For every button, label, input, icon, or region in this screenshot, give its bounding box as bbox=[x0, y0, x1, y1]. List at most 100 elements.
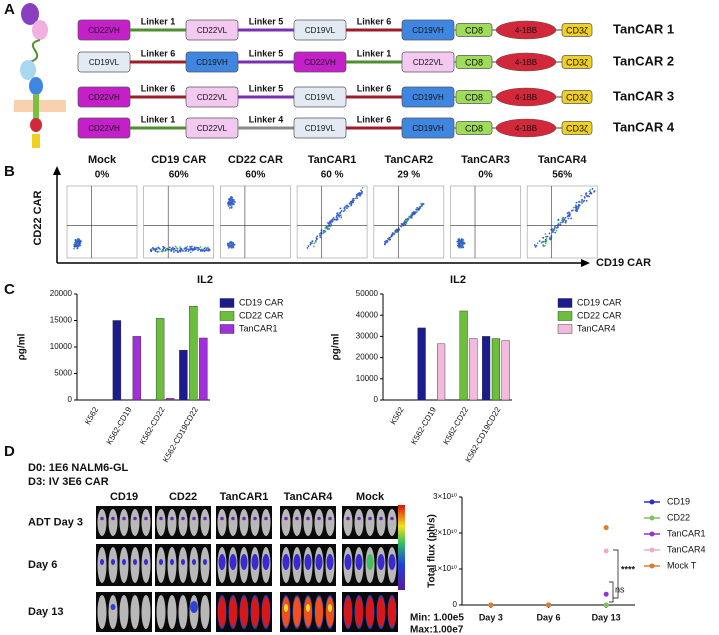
flow-event bbox=[549, 238, 551, 240]
flow-event bbox=[163, 246, 166, 249]
domain-label: CD19VH bbox=[196, 58, 228, 67]
annotation: **** bbox=[621, 564, 636, 574]
linker-label: Linker 4 bbox=[249, 114, 284, 124]
legend-label: CD19 bbox=[667, 496, 690, 506]
flow-event bbox=[568, 212, 571, 215]
flow-event bbox=[231, 201, 234, 203]
flow-event bbox=[202, 248, 204, 251]
flow-event bbox=[228, 206, 231, 209]
flow-event bbox=[589, 188, 592, 191]
mouse bbox=[200, 509, 210, 536]
flow-event bbox=[548, 232, 551, 235]
flow-event bbox=[554, 225, 557, 228]
flow-event bbox=[230, 206, 233, 208]
flow-event bbox=[356, 193, 359, 196]
flow-event bbox=[233, 201, 236, 204]
signal bbox=[240, 554, 248, 570]
mouse bbox=[178, 595, 188, 629]
flow-event bbox=[189, 245, 192, 248]
signal bbox=[262, 597, 270, 627]
flow-event bbox=[574, 204, 577, 207]
flow-event bbox=[184, 250, 187, 252]
flow-event bbox=[316, 235, 319, 238]
signal bbox=[229, 597, 237, 627]
mouse bbox=[156, 595, 166, 629]
legend-label: CD19 CAR bbox=[239, 297, 284, 307]
icon-tm bbox=[33, 94, 39, 120]
flow-percent: 60 % bbox=[321, 170, 344, 181]
mouse bbox=[178, 509, 188, 536]
flow-event bbox=[583, 199, 586, 202]
y-tick-label: 40000 bbox=[356, 310, 379, 319]
signal bbox=[315, 554, 323, 570]
signal bbox=[159, 559, 163, 565]
linker-label: Linker 1 bbox=[357, 48, 392, 58]
signal bbox=[346, 516, 350, 521]
mouse bbox=[325, 509, 335, 536]
flow-event bbox=[229, 202, 232, 204]
flow-event bbox=[574, 206, 577, 209]
flow-percent: 56% bbox=[552, 170, 572, 181]
legend-swatch bbox=[557, 311, 573, 321]
linker-label: Linker 1 bbox=[141, 16, 176, 26]
flow-event bbox=[326, 228, 329, 230]
signal bbox=[218, 597, 226, 627]
linker-label: Linker 5 bbox=[249, 48, 284, 58]
flow-event bbox=[337, 213, 339, 216]
signal bbox=[220, 516, 224, 521]
flow-events bbox=[456, 237, 466, 249]
flow-event bbox=[189, 248, 192, 251]
signal bbox=[229, 554, 237, 570]
flow-event bbox=[172, 248, 175, 251]
legend-label: TanCAR1 bbox=[239, 323, 278, 333]
flow-event bbox=[345, 204, 348, 207]
car-icon bbox=[14, 3, 66, 148]
signal bbox=[251, 597, 259, 627]
flow-event bbox=[533, 244, 536, 246]
flow-event bbox=[544, 240, 547, 243]
flow-event bbox=[168, 246, 171, 249]
flow-event bbox=[206, 246, 209, 249]
signal bbox=[240, 597, 248, 627]
panel-letter: B bbox=[4, 163, 15, 180]
mouse bbox=[239, 509, 249, 536]
flow-event bbox=[328, 220, 331, 223]
flow-event bbox=[226, 202, 229, 205]
flow-event bbox=[458, 246, 461, 249]
panel-letter: A bbox=[4, 1, 15, 18]
flow-event bbox=[149, 249, 152, 252]
signal bbox=[328, 604, 332, 612]
flow-event bbox=[309, 243, 312, 246]
flow-event bbox=[156, 250, 159, 253]
domain-label: CD3ζ bbox=[566, 92, 588, 102]
flow-event bbox=[542, 236, 544, 239]
flow-event bbox=[545, 235, 548, 238]
y-tick-label: 10000 bbox=[50, 342, 73, 351]
flow-event bbox=[78, 241, 81, 244]
domain-label: CD22VL bbox=[197, 124, 228, 133]
flow-event bbox=[231, 196, 234, 199]
domain-box bbox=[455, 121, 493, 135]
mouse bbox=[119, 509, 129, 536]
flow-plot-name: TanCAR2 bbox=[384, 154, 433, 166]
flow-plot-name: TanCAR4 bbox=[538, 154, 588, 166]
flow-event bbox=[340, 210, 343, 212]
flow-event bbox=[417, 208, 419, 211]
signal bbox=[366, 597, 374, 627]
domain-label: 4-1BB bbox=[515, 58, 537, 67]
flow-event bbox=[226, 244, 229, 246]
flow-event bbox=[328, 228, 331, 230]
flow-event bbox=[388, 238, 391, 241]
signal bbox=[111, 516, 115, 521]
flow-event bbox=[416, 209, 418, 212]
signal bbox=[295, 516, 299, 521]
annotation: ns bbox=[615, 584, 625, 594]
flow-event bbox=[170, 250, 173, 252]
flow-event bbox=[194, 248, 197, 251]
flow-event bbox=[581, 202, 584, 204]
flow-event bbox=[581, 199, 584, 201]
flow-event bbox=[329, 225, 332, 228]
bar bbox=[179, 349, 188, 401]
flow-event bbox=[313, 242, 316, 245]
domain-label: CD3ζ bbox=[566, 25, 588, 35]
